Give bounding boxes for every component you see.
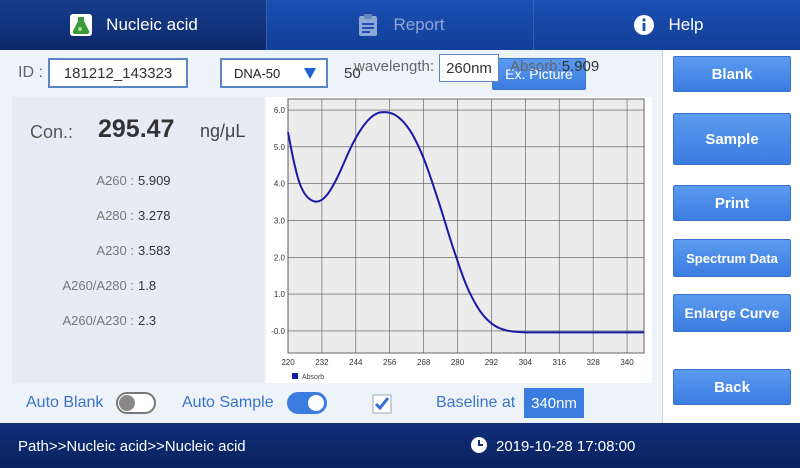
ex-picture-button[interactable]: Ex. Picture [492, 58, 586, 90]
ratio-260-280-label: A260/A280 : [62, 278, 134, 293]
y-tick-labels: -0.0 1.0 2.0 3.0 4.0 5.0 6.0 [271, 106, 285, 336]
ratio-260-230-label: A260/A230 : [62, 313, 134, 328]
x-tick-label: 232 [315, 358, 329, 367]
options-row: Auto Blank Auto Sample Baseline at 340nm [0, 383, 662, 423]
y-tick-label: -0.0 [271, 327, 285, 336]
wavelength-field[interactable]: 260nm [439, 54, 499, 82]
absorbance-curve [287, 111, 644, 334]
id-row: ID : 181212_143323 DNA-50 50 Ex. Picture [0, 50, 662, 96]
status-bar: Path>>Nucleic acid>>Nucleic acid 2019-10… [0, 423, 800, 468]
chevron-down-icon [304, 68, 316, 79]
x-tick-label: 244 [349, 358, 363, 367]
tab-label: Help [668, 15, 704, 34]
baseline-label: Baseline at [436, 394, 516, 411]
clock-icon [471, 437, 487, 453]
y-tick-label: 4.0 [274, 180, 286, 189]
absorb-value: 5.909 [561, 58, 600, 75]
x-tick-label: 292 [485, 358, 499, 367]
sample-type-value: DNA-50 [234, 65, 281, 81]
x-tick-label: 304 [519, 358, 533, 367]
ratio-260-280-value: 1.8 [138, 278, 157, 293]
flask-icon [68, 12, 94, 38]
a280-label: A280 : [96, 208, 134, 223]
y-tick-label: 6.0 [274, 106, 286, 115]
absorb-readout: Absorb:5.909 [510, 58, 599, 75]
y-tick-label: 1.0 [274, 290, 286, 299]
auto-sample-toggle[interactable] [287, 392, 327, 414]
chart-grid [287, 98, 645, 354]
results-panel: Con.: 295.47 ng/μL A260 : 5.909 A280 : 3… [12, 97, 264, 383]
x-tick-label: 256 [383, 358, 397, 367]
breadcrumb: Path>>Nucleic acid>>Nucleic acid [18, 438, 246, 455]
enlarge-curve-button[interactable]: Enlarge Curve [673, 294, 791, 332]
x-tick-label: 316 [553, 358, 567, 367]
tab-help[interactable]: Help [534, 0, 800, 50]
a260-value: 5.909 [138, 173, 171, 188]
absorb-label: Absorb: [510, 58, 562, 75]
tab-nucleic-acid[interactable]: Nucleic acid [0, 0, 267, 50]
legend-swatch [292, 373, 298, 379]
a280-value: 3.278 [138, 208, 171, 223]
y-tick-label: 5.0 [274, 143, 286, 152]
x-tick-label: 328 [586, 358, 600, 367]
concentration-label: Con.: [30, 122, 74, 142]
absorbance-chart[interactable]: -0.0 1.0 2.0 3.0 4.0 5.0 6.0 220 232 244 256 268 28… [266, 85, 652, 383]
action-sidebar: Blank Sample Print Spectrum Data Enlarge… [662, 50, 800, 423]
tab-report[interactable]: Report [267, 0, 534, 50]
y-tick-label: 2.0 [274, 253, 286, 262]
info-icon [631, 12, 657, 38]
a230-label: A230 : [96, 243, 134, 258]
factor-value: 50 [344, 65, 361, 82]
tab-label: Report [393, 15, 445, 34]
id-label: ID : [18, 64, 43, 81]
checkmark-icon [374, 397, 390, 411]
baseline-wavelength-field[interactable]: 340nm [524, 388, 584, 418]
sample-button[interactable]: Sample [673, 113, 791, 165]
auto-blank-toggle[interactable] [116, 392, 156, 414]
top-tab-bar: Nucleic acid Report Help [0, 0, 800, 50]
datetime: 2019-10-28 17:08:00 [496, 438, 636, 455]
blank-button[interactable]: Blank [673, 56, 791, 92]
x-tick-label: 280 [451, 358, 465, 367]
baseline-checkbox[interactable] [372, 394, 392, 414]
legend-label: Absorb [302, 374, 324, 381]
a230-value: 3.583 [138, 243, 171, 258]
auto-sample-label: Auto Sample [182, 394, 274, 411]
concentration-value: 295.47 [98, 115, 175, 143]
concentration-unit: ng/μL [200, 121, 246, 141]
back-button[interactable]: Back [673, 369, 791, 405]
y-tick-label: 3.0 [274, 216, 286, 225]
tab-label: Nucleic acid [106, 15, 198, 34]
a260-label: A260 : [96, 173, 134, 188]
x-tick-labels: 220 232 244 256 268 280 292 304 316 328 340 [281, 358, 634, 367]
print-button[interactable]: Print [673, 185, 791, 221]
clipboard-icon [355, 12, 381, 38]
x-tick-label: 340 [620, 358, 634, 367]
ratio-260-230-value: 2.3 [138, 313, 157, 328]
plot-area [287, 98, 645, 354]
x-tick-label: 268 [417, 358, 431, 367]
toggle-knob [308, 395, 324, 411]
spectrum-data-button[interactable]: Spectrum Data [673, 239, 791, 277]
x-tick-label: 220 [281, 358, 295, 367]
sample-type-select[interactable]: DNA-50 [220, 58, 328, 88]
id-field[interactable]: 181212_143323 [48, 58, 188, 88]
wavelength-label: wavelength: [354, 58, 435, 75]
toggle-knob [119, 395, 135, 411]
auto-blank-label: Auto Blank [26, 394, 104, 411]
